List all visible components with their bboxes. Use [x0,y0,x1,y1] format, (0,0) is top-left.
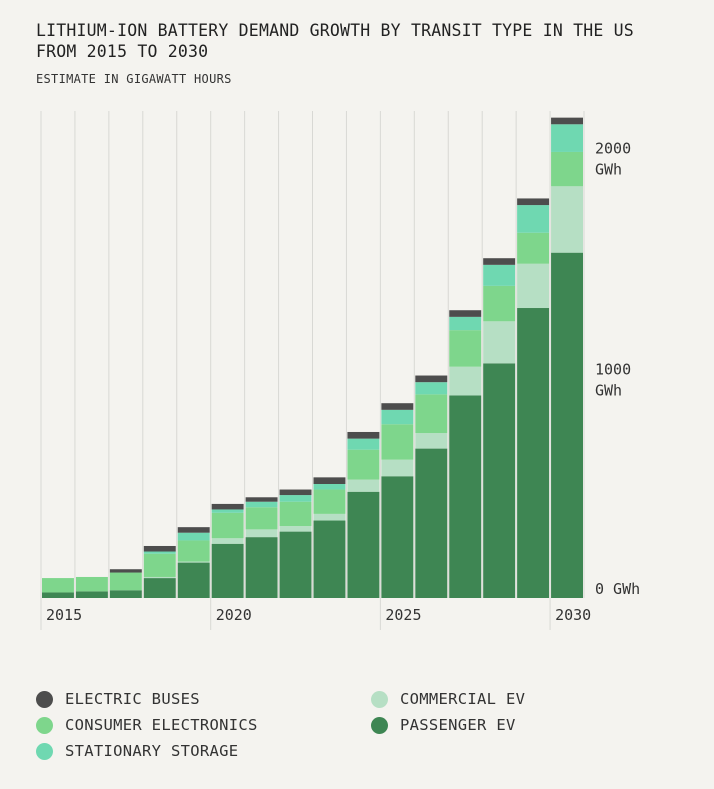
bar-segment-stationary-storage-2019 [177,532,210,541]
bar-segment-electric-buses-2030 [551,117,583,125]
bar-segment-stationary-storage-2026 [415,382,448,395]
bar-segment-consumer-electronics-2023 [313,489,346,514]
bar-segment-commercial-ev-2018 [143,576,176,579]
bar-segment-consumer-electronics-2022 [279,501,312,527]
bar-segment-stationary-storage-2024 [347,438,380,450]
bar-segment-commercial-ev-2029 [517,263,550,309]
bar-segment-commercial-ev-2028 [483,321,516,364]
bar-segment-electric-buses-2025 [381,403,414,410]
y-tick-label-0: 0 GWh [595,580,640,598]
bar-segment-stationary-storage-2030 [551,124,583,152]
bar-segment-passenger-ev-2028 [483,363,516,598]
x-tick-label-2025: 2025 [385,606,421,624]
bar-segment-passenger-ev-2019 [177,562,210,598]
bar-segment-passenger-ev-2021 [245,537,278,598]
bar-segment-passenger-ev-2018 [143,578,176,598]
bar-segment-consumer-electronics-2029 [517,232,550,264]
bar-segment-electric-buses-2017 [109,569,142,573]
bar-segment-passenger-ev-2023 [313,520,346,598]
bar-segment-commercial-ev-2021 [245,529,278,538]
bar-segment-electric-buses-2019 [177,527,210,533]
bar-segment-electric-buses-2029 [517,198,550,206]
bar-segment-commercial-ev-2027 [449,366,482,396]
x-tick-label-2020: 2020 [216,606,252,624]
bar-segment-consumer-electronics-2016 [75,576,108,592]
legend-item-consumer-electronics: CONSUMER ELECTRONICS [36,716,258,734]
bar-segment-electric-buses-2020 [211,503,244,510]
chart-subtitle: ESTIMATE IN GIGAWATT HOURS [36,72,232,86]
bar-segment-electric-buses-2022 [279,489,312,496]
bar-segment-passenger-ev-2029 [517,308,550,598]
bar-segment-electric-buses-2023 [313,477,346,484]
bar-segment-consumer-electronics-2024 [347,449,380,480]
bar-segment-electric-buses-2018 [143,545,176,552]
bar-segment-passenger-ev-2020 [211,543,244,598]
bar-segment-passenger-ev-2016 [75,591,108,598]
bar-segment-passenger-ev-2024 [347,491,380,598]
bar-segment-consumer-electronics-2019 [177,540,210,562]
bar-segment-electric-buses-2028 [483,258,516,265]
x-tick-label-2030: 2030 [555,606,591,624]
bar-segment-commercial-ev-2025 [381,459,414,477]
legend-label: ELECTRIC BUSES [65,690,200,708]
legend-item-stationary-storage: STATIONARY STORAGE [36,742,238,760]
y-tick-label-2000: 2000 GWh [595,139,631,178]
bar-segment-electric-buses-2021 [245,497,278,502]
chart-title: LITHIUM-ION BATTERY DEMAND GROWTH BY TRA… [36,21,634,61]
bar-segment-consumer-electronics-2027 [449,330,482,367]
bar-segment-consumer-electronics-2026 [415,394,448,434]
legend-item-commercial-ev: COMMERCIAL EV [371,690,525,708]
bar-segment-stationary-storage-2025 [381,409,414,425]
bar-segment-passenger-ev-2026 [415,448,448,598]
bar-segment-stationary-storage-2020 [211,509,244,513]
bar-segment-consumer-electronics-2030 [551,151,583,187]
bar-segment-consumer-electronics-2020 [211,512,244,539]
bar-segment-stationary-storage-2018 [143,551,176,554]
bar-segment-passenger-ev-2015 [42,592,74,598]
bar-segment-electric-buses-2026 [415,375,448,383]
legend-label: STATIONARY STORAGE [65,742,239,760]
bar-segment-electric-buses-2027 [449,310,482,317]
bar-segment-consumer-electronics-2017 [109,572,142,591]
bar-segment-stationary-storage-2028 [483,264,516,286]
bar-segment-consumer-electronics-2015 [42,578,74,593]
bar-segment-stationary-storage-2022 [279,495,312,502]
legend-label: CONSUMER ELECTRONICS [65,716,258,734]
bar-segment-passenger-ev-2022 [279,531,312,598]
bar-segment-commercial-ev-2024 [347,479,380,492]
bar-segment-passenger-ev-2030 [551,252,583,598]
legend-item-electric-buses: ELECTRIC BUSES [36,690,200,708]
bar-segment-commercial-ev-2019 [177,561,210,563]
bar-segment-consumer-electronics-2028 [483,285,516,322]
bar-segment-consumer-electronics-2021 [245,507,278,530]
bar-segment-commercial-ev-2026 [415,433,448,449]
bar-segment-stationary-storage-2021 [245,501,278,508]
bar-segment-consumer-electronics-2025 [381,424,414,460]
y-tick-label-1000: 1000 GWh [595,361,631,400]
bar-segment-stationary-storage-2023 [313,483,346,490]
bar-segment-commercial-ev-2020 [211,538,244,544]
bar-segment-passenger-ev-2017 [109,590,142,598]
legend-swatch-commercial-ev [371,690,388,708]
bar-segment-commercial-ev-2022 [279,526,312,532]
x-tick-label-2015: 2015 [46,606,82,624]
bar-segment-stationary-storage-2029 [517,205,550,233]
legend-swatch-stationary-storage [36,742,53,760]
bar-segment-electric-buses-2024 [347,431,380,439]
bar-segment-stationary-storage-2027 [449,316,482,331]
bar-segment-passenger-ev-2025 [381,476,414,598]
legend-swatch-passenger-ev [371,716,388,734]
bar-segment-consumer-electronics-2018 [143,553,176,577]
legend-item-passenger-ev: PASSENGER EV [371,716,516,734]
legend-label: PASSENGER EV [400,716,516,734]
legend-swatch-consumer-electronics [36,716,53,734]
legend-label: COMMERCIAL EV [400,690,526,708]
bar-segment-commercial-ev-2023 [313,513,346,521]
bar-segment-commercial-ev-2030 [551,186,583,253]
legend-swatch-electric-buses [36,690,53,708]
bar-segment-passenger-ev-2027 [449,395,482,598]
